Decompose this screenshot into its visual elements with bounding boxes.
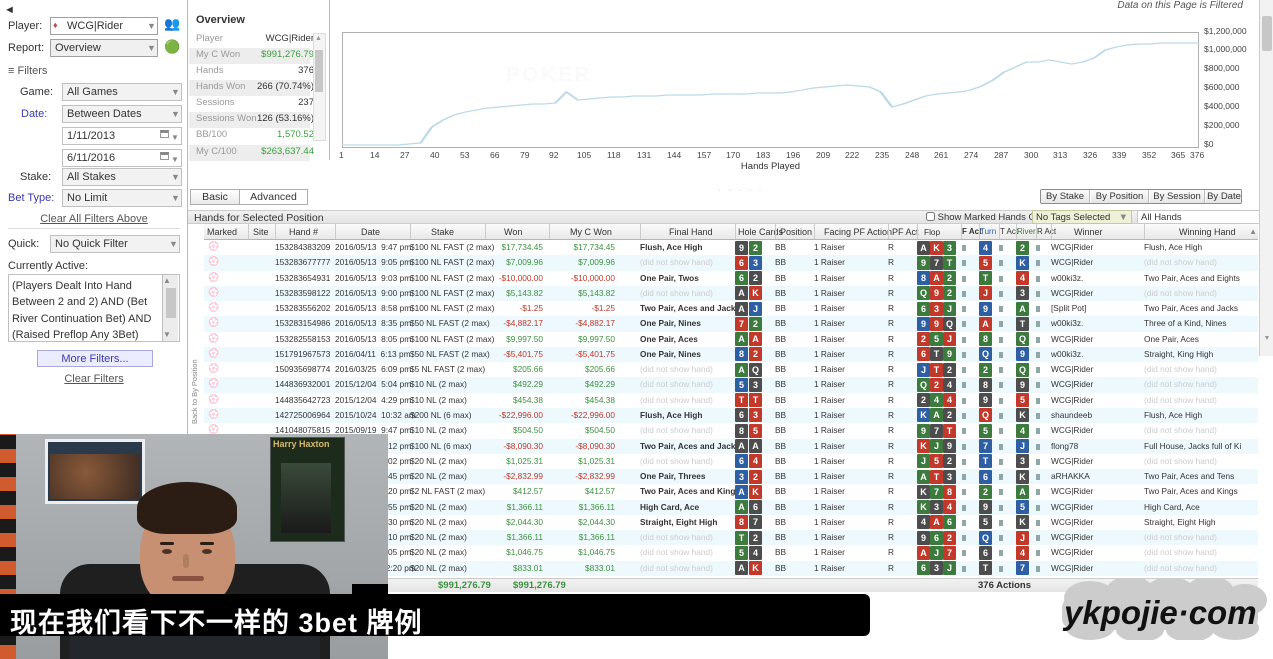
svg-text:ykpojie·com: ykpojie·com	[1062, 594, 1257, 631]
